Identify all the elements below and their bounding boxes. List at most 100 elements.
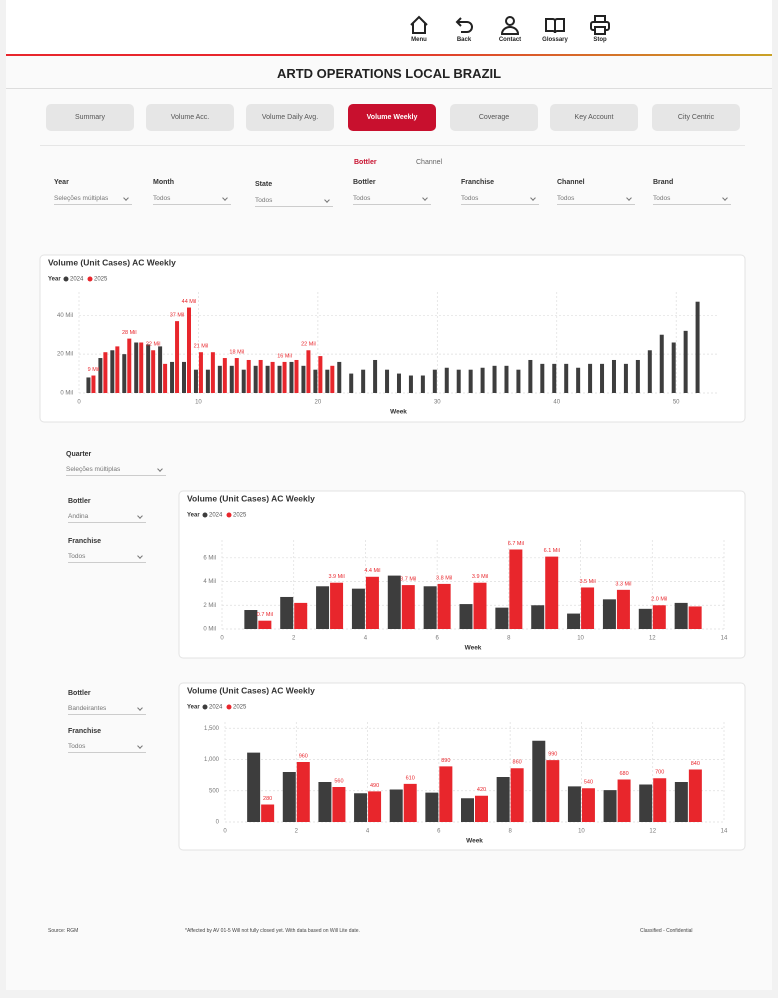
bar (270, 361, 275, 393)
bar (134, 342, 139, 393)
footer-note: *Affected by AV 01-5 Will not fully clos… (185, 928, 360, 934)
y-tick-label: 40 Mil (57, 313, 73, 319)
tab[interactable]: Coverage (450, 104, 538, 131)
bar (600, 363, 605, 393)
bar (282, 772, 296, 822)
quarter-slicer[interactable]: Quarter Seleções múltiplas (66, 451, 166, 476)
data-label: 0.7 Mil (257, 612, 273, 618)
filter-label: Quarter (66, 451, 92, 458)
filter-value: Todos (153, 195, 231, 205)
tab[interactable]: Key Account (550, 104, 638, 131)
legend-title: Year (187, 513, 200, 519)
data-label: 3.5 Mil (579, 579, 595, 585)
x-tick-label: 0 (223, 829, 227, 835)
bar (229, 365, 234, 393)
x-tick-label: 12 (649, 829, 656, 835)
data-label: 860 (513, 760, 522, 766)
filter-label: Year (54, 179, 69, 186)
subtab[interactable]: Channel (416, 159, 443, 166)
bar (86, 377, 91, 393)
nav-contact[interactable]: Contact (490, 14, 530, 43)
filter[interactable]: Franchise Todos (68, 728, 146, 753)
bar (603, 790, 617, 822)
bar (602, 599, 616, 629)
bar (306, 350, 311, 393)
legend-swatch (87, 276, 93, 282)
filter-value: Todos (557, 195, 635, 205)
bar (456, 369, 461, 393)
x-tick-label: 8 (508, 829, 512, 835)
filter[interactable]: Channel Todos (557, 179, 635, 205)
legend-swatch (226, 704, 232, 710)
data-label: 4.4 Mil (364, 568, 380, 574)
filter-label: Brand (653, 179, 674, 186)
tab[interactable]: Volume Daily Avg. (246, 104, 334, 131)
bar (659, 334, 664, 393)
filter[interactable]: Year Seleções múltiplas (54, 179, 132, 205)
filter[interactable]: Bottler Todos (353, 179, 431, 205)
x-tick-label: 10 (578, 829, 585, 835)
x-axis-label: Week (466, 838, 483, 845)
bar (671, 342, 676, 393)
legend-label: 2024 (70, 277, 84, 283)
bar (316, 586, 330, 629)
data-label: 22 Mil (146, 342, 161, 348)
nav-stop[interactable]: Stop (580, 14, 620, 43)
bar (175, 321, 180, 393)
bar (294, 602, 308, 629)
tab[interactable]: City Centric (652, 104, 740, 131)
bar (674, 782, 688, 822)
bar (408, 375, 413, 393)
bar (652, 605, 666, 629)
filter[interactable]: Month Todos (153, 179, 231, 205)
bar (337, 361, 342, 393)
bar (564, 363, 569, 393)
tab[interactable]: Volume Acc. (146, 104, 234, 131)
bar (639, 784, 653, 822)
tab[interactable]: Summary (46, 104, 134, 131)
bar (403, 783, 417, 822)
filter-label: Channel (557, 179, 585, 186)
filter-value: Andina (68, 513, 146, 523)
legend-label: 2024 (209, 513, 223, 519)
bar (674, 602, 688, 629)
bar (581, 587, 595, 629)
nav-label: Contact (498, 37, 522, 43)
bar (241, 369, 246, 393)
bar (423, 586, 437, 629)
tab[interactable]: Volume Weekly (348, 104, 436, 131)
nav-glossary[interactable]: Glossary (535, 14, 575, 43)
data-label: 37 Mil (170, 313, 185, 319)
filter[interactable]: Bottler Bandeirantes (68, 690, 146, 715)
filter[interactable]: State Todos (255, 181, 333, 207)
bar (163, 363, 168, 393)
nav-back[interactable]: Back (444, 14, 484, 43)
bar (401, 585, 415, 629)
filter-label: Bottler (68, 690, 91, 697)
chart-title: Volume (Unit Cases) AC Weekly (187, 493, 315, 503)
bar (510, 768, 524, 822)
filter-value: Bandeirantes (68, 705, 146, 715)
bar (387, 575, 401, 629)
filter-value: Todos (461, 195, 539, 205)
filter[interactable]: Brand Todos (653, 179, 731, 205)
bar (289, 361, 294, 393)
bar (282, 361, 287, 393)
y-tick-label: 0 (216, 820, 220, 826)
legend-swatch (202, 704, 208, 710)
filter-label: Bottler (68, 498, 91, 505)
bar (198, 352, 203, 393)
filter[interactable]: Bottler Andina (68, 498, 146, 523)
nav-menu[interactable]: Menu (399, 14, 439, 43)
accent-line (6, 54, 772, 56)
data-label: 700 (655, 770, 664, 776)
x-tick-label: 30 (434, 400, 441, 406)
bar (532, 740, 546, 822)
filter-value: Todos (653, 195, 731, 205)
bar (496, 777, 510, 822)
filter[interactable]: Franchise Todos (461, 179, 539, 205)
bar (349, 373, 354, 393)
filter[interactable]: Franchise Todos (68, 538, 146, 563)
subtab[interactable]: Bottler (354, 159, 377, 166)
bar (567, 613, 581, 629)
